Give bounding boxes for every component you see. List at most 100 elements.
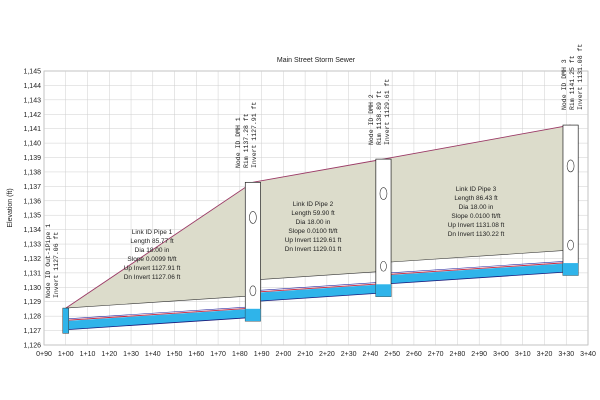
pipe-crown-1 [65, 295, 253, 309]
x-tick-label: 1+60 [188, 351, 204, 358]
x-tick-label: 1+70 [210, 351, 226, 358]
pipe-label-line: Dia 18.00 in [296, 219, 331, 226]
manhole-grate-symbol [249, 211, 257, 224]
manhole-dmh-3 [562, 124, 579, 276]
pipe-water-2 [252, 284, 384, 302]
outfall-structure [62, 307, 70, 334]
node-dmh2-label: Node ID DMH 2 Rim 1138.89 ft Invert 1129… [368, 79, 391, 145]
manhole-dmh-1 [244, 181, 261, 322]
pipe-invert-2 [252, 292, 384, 302]
y-axis-label: Elevation (ft) [7, 188, 14, 227]
pipe-water-1 [65, 308, 253, 330]
x-tick-label: 3+40 [580, 351, 596, 358]
egl-line-3 [383, 260, 571, 274]
y-tick-label: 1,134 [23, 227, 41, 234]
pipe-invert-3 [383, 271, 571, 285]
hgl-line-2 [252, 283, 384, 293]
pipe-label-line: Slope 0.0100 ft/ft [288, 228, 337, 235]
manhole-water [375, 284, 392, 297]
x-tick-label: 2+20 [319, 351, 335, 358]
y-tick-label: 1,141 [23, 126, 41, 133]
y-tick-label: 1,140 [23, 141, 41, 148]
manholes [62, 124, 579, 334]
y-axis-ticks: 1,126 1,127 1,128 1,129 1,130 1,131 1,132 1,133… [23, 69, 41, 350]
hgl-line-3 [383, 261, 571, 276]
x-tick-label: 2+50 [384, 351, 400, 358]
pipe-2-label: Link ID Pipe 2 Length 59.90 ft Dia 18.00… [285, 201, 342, 253]
pipe-label-line: Slope 0.0100 ft/ft [451, 213, 500, 220]
x-tick-label: 2+00 [275, 351, 291, 358]
pipe-label-line: Up Invert 1131.08 ft [448, 222, 505, 229]
manhole-water [562, 263, 579, 276]
ground-fill [65, 125, 571, 309]
x-tick-label: 0+90 [36, 351, 52, 358]
egl-line-1 [65, 306, 253, 320]
x-tick-label: 3+30 [558, 351, 574, 358]
y-tick-label: 1,143 [23, 97, 41, 104]
pipe-label-line: Link ID Pipe 1 [132, 229, 173, 236]
y-tick-label: 1,137 [23, 184, 41, 191]
manhole-water [245, 308, 261, 322]
node-label-line: Rim 1141.25 ft [569, 55, 576, 110]
pipe-label-line: Link ID Pipe 3 [456, 186, 497, 193]
y-tick-label: 1,145 [23, 69, 41, 76]
x-tick-label: 3+10 [515, 351, 531, 358]
pipe-crown-2 [252, 271, 384, 281]
y-tick-label: 1,129 [23, 299, 41, 306]
pipe-profile [65, 249, 571, 331]
y-tick-label: 1,133 [23, 242, 41, 249]
pipe-label-line: Link ID Pipe 2 [293, 201, 334, 208]
pipe-label-line: Length 86.43 ft [454, 195, 498, 202]
chart-title: Main Street Storm Sewer [277, 57, 356, 64]
y-tick-label: 1,144 [23, 83, 41, 90]
pipe-label-line: Up Invert 1127.91 ft [124, 265, 181, 272]
x-tick-label: 1+20 [101, 351, 117, 358]
node-label-line: Invert 1129.61 ft [384, 79, 391, 145]
pipe-label-line: Dia 18.00 in [459, 204, 494, 211]
pipe-label-line: Dia 18.00 in [135, 247, 170, 254]
pipe-label-line: Dn Invert 1127.06 ft [124, 274, 181, 281]
x-tick-label: 1+50 [167, 351, 183, 358]
pipe-label-line: Up Invert 1129.61 ft [285, 237, 342, 244]
node-dmh1-label: Node ID DMH 1 Rim 1137.28 ft Invert 1127… [235, 102, 258, 168]
node-dmh3-label: Node ID DMH 3 Rim 1141.25 ft Invert 1131… [561, 44, 584, 110]
ground-profile [65, 124, 571, 309]
pipe-label-line: Dn Invert 1129.01 ft [285, 246, 342, 253]
y-tick-label: 1,131 [23, 270, 41, 277]
y-tick-label: 1,135 [23, 213, 41, 220]
pipe-label-line: Slope 0.0099 ft/ft [127, 256, 176, 263]
pipe-label-line: Length 59.90 ft [291, 210, 335, 217]
x-tick-label: 2+70 [428, 351, 444, 358]
pipe-label-line: Dn Invert 1130.22 ft [448, 231, 505, 238]
x-tick-label: 2+10 [297, 351, 313, 358]
pipe-label-line: Length 85.77 ft [130, 238, 174, 245]
y-tick-label: 1,138 [23, 169, 41, 176]
ground-line [65, 124, 571, 309]
y-tick-label: 1,130 [23, 285, 41, 292]
x-tick-label: 2+30 [341, 351, 357, 358]
pipe-3-label: Link ID Pipe 3 Length 86.43 ft Dia 18.00… [448, 186, 505, 238]
egl-line-2 [252, 281, 384, 292]
node-label-line: Node ID Out-1Pipe 1 [45, 224, 52, 298]
hgl-line-1 [65, 307, 253, 321]
x-tick-label: 3+00 [493, 351, 509, 358]
x-tick-label: 1+90 [254, 351, 270, 358]
x-tick-label: 1+00 [58, 351, 74, 358]
manhole-cover-symbol [567, 239, 574, 251]
y-tick-label: 1,142 [23, 112, 41, 119]
x-axis-ticks: 0+90 1+00 1+10 1+20 1+30 1+40 1+50 1+60 1+70 1+80… [36, 351, 596, 358]
manhole-grate-symbol [566, 159, 575, 173]
pipe-invert-1 [65, 317, 253, 331]
y-tick-label: 1,127 [23, 328, 41, 335]
node-label-line: Rim 1138.89 ft [376, 90, 383, 145]
node-label-line: Invert 1127.91 ft [251, 102, 258, 168]
pipe-water-3 [383, 263, 571, 285]
node-label-line: Node ID DMH 2 [368, 94, 375, 145]
node-outfall-label: Node ID Out-1Pipe 1 Invert 1127.06 ft [45, 224, 60, 298]
y-tick-label: 1,139 [23, 155, 41, 162]
y-tick-label: 1,132 [23, 256, 41, 263]
y-tick-label: 1,126 [23, 343, 41, 350]
pipe-crown-3 [383, 249, 571, 263]
manhole-dmh-2 [375, 158, 392, 297]
